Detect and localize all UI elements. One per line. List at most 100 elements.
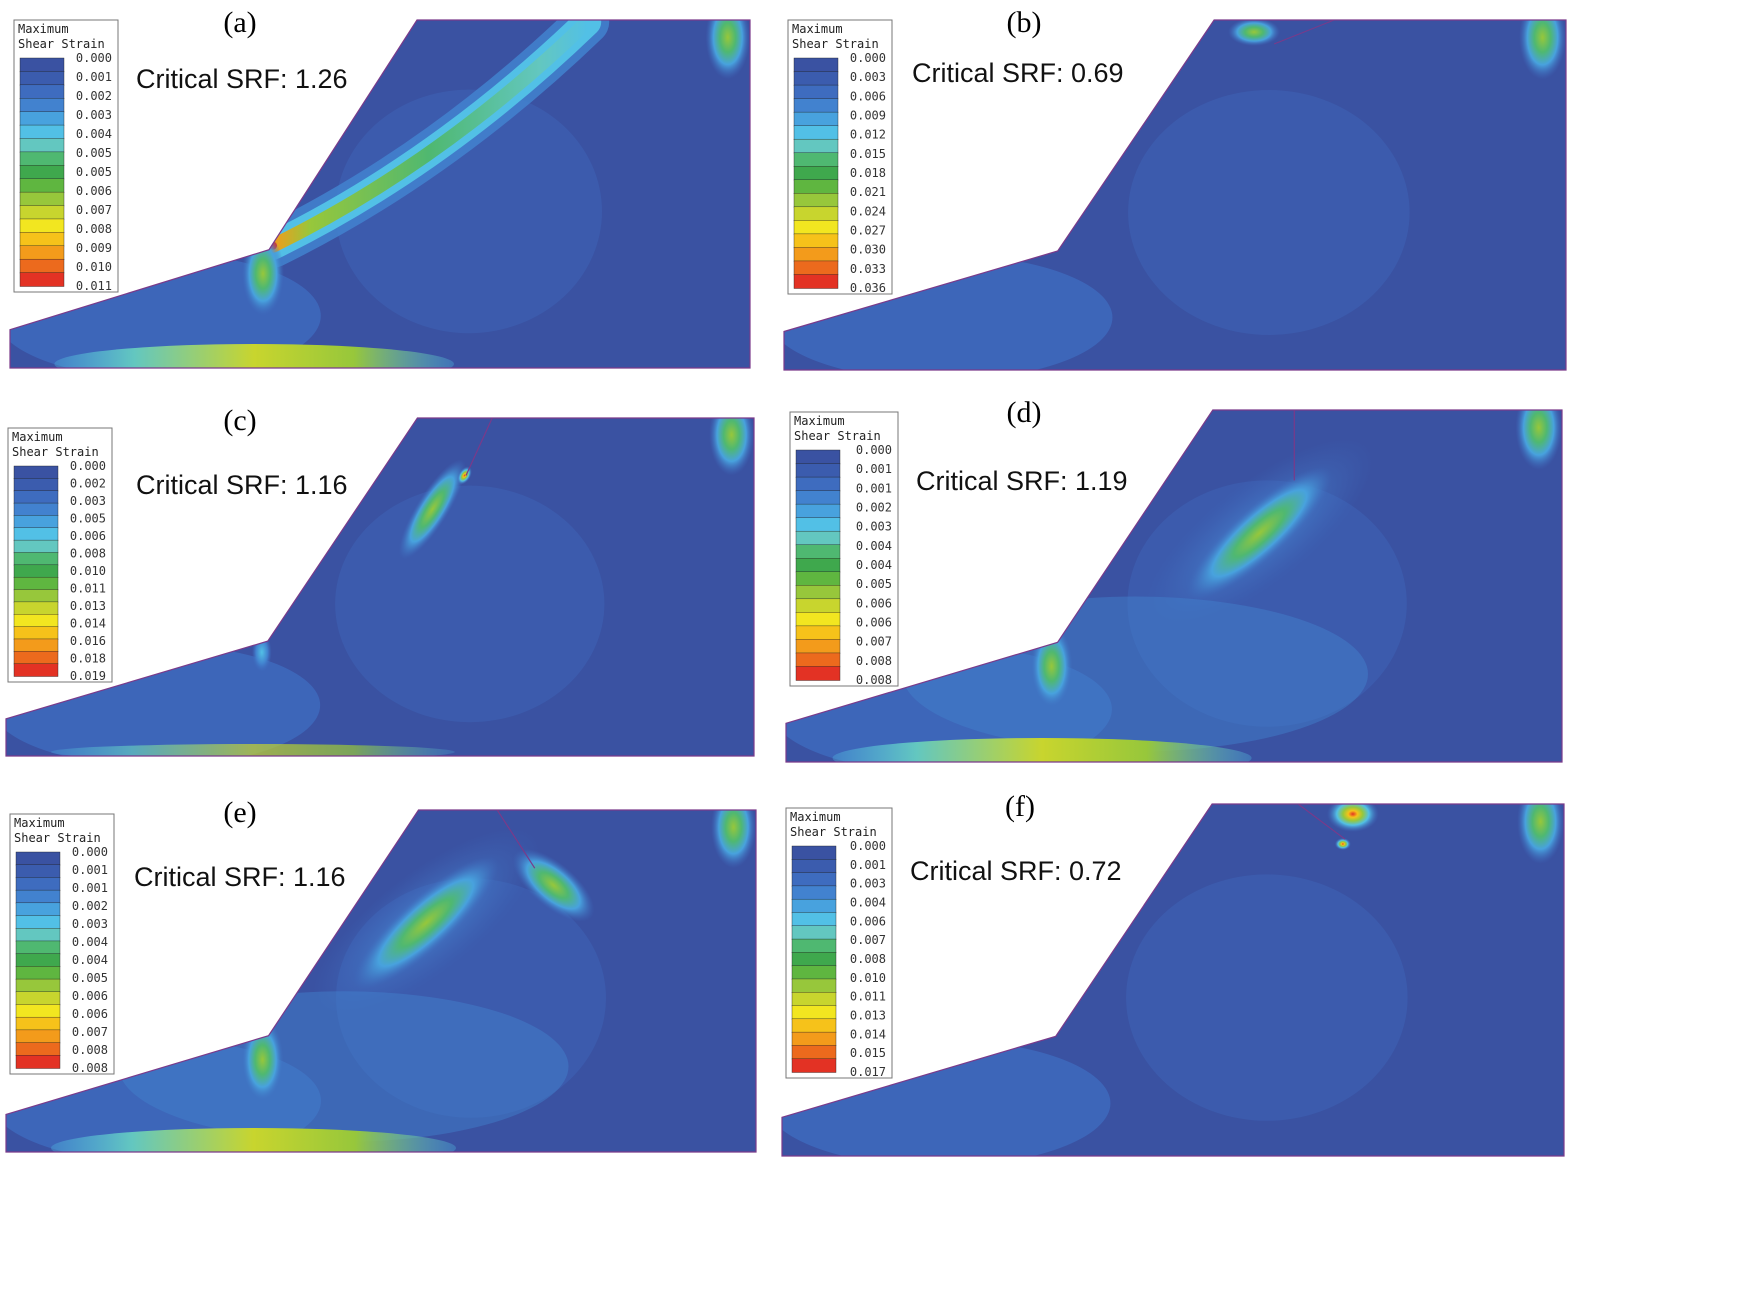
base-strain-band (832, 738, 1252, 762)
legend-title: Shear Strain (18, 37, 105, 51)
legend-tick-label: 0.007 (76, 203, 112, 217)
slope-outline (783, 19, 1567, 371)
legend-tick-label: 0.006 (850, 914, 886, 928)
legend-tick-label: 0.006 (856, 616, 892, 630)
corner-strain-zone (705, 20, 750, 80)
legend-tick-label: 0.006 (856, 596, 892, 610)
legend-tick-label: 0.002 (72, 899, 108, 913)
legend-tick-label: 0.009 (76, 241, 112, 255)
slope-outline (5, 417, 755, 757)
slope-model (782, 804, 1564, 1156)
legend-tick-label: 0.005 (76, 146, 112, 160)
toe-strain-zone (242, 231, 284, 316)
legend-tick-label: 0.010 (850, 971, 886, 985)
legend-tick-label: 0.004 (856, 539, 892, 553)
panel-label: (e) (223, 796, 256, 829)
base-strain-band (54, 344, 454, 368)
legend-tick-label: 0.005 (76, 165, 112, 179)
slope-model (6, 418, 754, 756)
legend-tick-label: 0.001 (856, 462, 892, 476)
slip-band (1186, 466, 1333, 600)
tension-crack (465, 418, 493, 476)
legend-tick-label: 0.033 (850, 262, 886, 276)
slope-outline (781, 803, 1565, 1157)
legend-tick-label: 0.003 (856, 520, 892, 534)
legend-tick-label: 0.003 (850, 70, 886, 84)
legend-tick-label: 0.012 (850, 128, 886, 142)
legend-title: Shear Strain (14, 831, 101, 845)
legend-title: Maximum (18, 22, 69, 36)
legend-tick-label: 0.002 (76, 89, 112, 103)
legend-tick-label: 0.027 (850, 224, 886, 238)
legend-tick-label: 0.006 (72, 989, 108, 1003)
legend-tick-label: 0.017 (850, 1065, 886, 1079)
legend-tick-label: 0.003 (72, 917, 108, 931)
legend-tick-label: 0.001 (72, 863, 108, 877)
legend-tick-label: 0.008 (850, 952, 886, 966)
legend-tick-label: 0.000 (856, 443, 892, 457)
legend-tick-label: 0.016 (70, 634, 106, 648)
legend-title: Shear Strain (792, 37, 879, 51)
legend-tick-label: 0.036 (850, 281, 886, 295)
legend-tick-label: 0.008 (72, 1061, 108, 1075)
legend-tick-label: 0.015 (850, 147, 886, 161)
legend-tick-label: 0.004 (72, 953, 108, 967)
critical-srf-text: Critical SRF: 1.19 (916, 466, 1128, 496)
legend-title: Shear Strain (790, 825, 877, 839)
legend-tick-label: 0.000 (72, 845, 108, 859)
critical-srf-text: Critical SRF: 1.16 (136, 470, 348, 500)
corner-strain-zone (709, 418, 754, 476)
legend-tick-label: 0.008 (72, 1043, 108, 1057)
legend-tick-label: 0.002 (856, 501, 892, 515)
slope-outline (9, 19, 751, 369)
legend-title: Maximum (14, 816, 65, 830)
crest-strain-zone (1326, 804, 1379, 832)
legend-tick-label: 0.000 (70, 459, 106, 473)
corner-strain-zone (1515, 410, 1562, 470)
legend-tick-label: 0.007 (856, 635, 892, 649)
panel-label: (b) (1007, 6, 1042, 39)
toe-strain-zone (1030, 624, 1073, 709)
slope-outline (5, 809, 757, 1153)
legend-tick-label: 0.013 (850, 1009, 886, 1023)
panel-label: (d) (1007, 396, 1042, 429)
legend-tick-label: 0.004 (76, 127, 112, 141)
legend-tick-label: 0.005 (70, 512, 106, 526)
legend-tick-label: 0.000 (850, 839, 886, 853)
toe-strain-zone (251, 632, 272, 672)
corner-strain-zone (711, 810, 756, 869)
legend-tick-label: 0.013 (70, 599, 106, 613)
legend-tick-label: 0.000 (850, 51, 886, 65)
legend-tick-label: 0.006 (72, 1007, 108, 1021)
legend-tick-label: 0.001 (850, 858, 886, 872)
critical-srf-text: Critical SRF: 0.69 (912, 58, 1124, 88)
slope-model (786, 410, 1562, 762)
panel-label: (f) (1005, 790, 1035, 823)
slope-outline (785, 409, 1563, 763)
legend-tick-label: 0.002 (70, 477, 106, 491)
critical-srf-text: Critical SRF: 0.72 (910, 856, 1122, 886)
tension-crack (496, 810, 536, 869)
legend-tick-label: 0.006 (70, 529, 106, 543)
legend-tick-label: 0.011 (850, 990, 886, 1004)
legend-tick-label: 0.014 (70, 617, 106, 631)
base-strain-band (51, 1128, 456, 1152)
slip-band (353, 856, 499, 990)
legend-tick-label: 0.010 (76, 260, 112, 274)
corner-strain-zone (1519, 20, 1566, 80)
corner-strain-zone (1517, 804, 1564, 864)
legend-tick-label: 0.000 (76, 51, 112, 65)
legend-tick-label: 0.007 (850, 933, 886, 947)
legend-title: Shear Strain (12, 445, 99, 459)
panel-label: (a) (223, 6, 256, 39)
legend-tick-label: 0.001 (856, 481, 892, 495)
legend-tick-label: 0.011 (76, 279, 112, 293)
legend-tick-label: 0.014 (850, 1027, 886, 1041)
